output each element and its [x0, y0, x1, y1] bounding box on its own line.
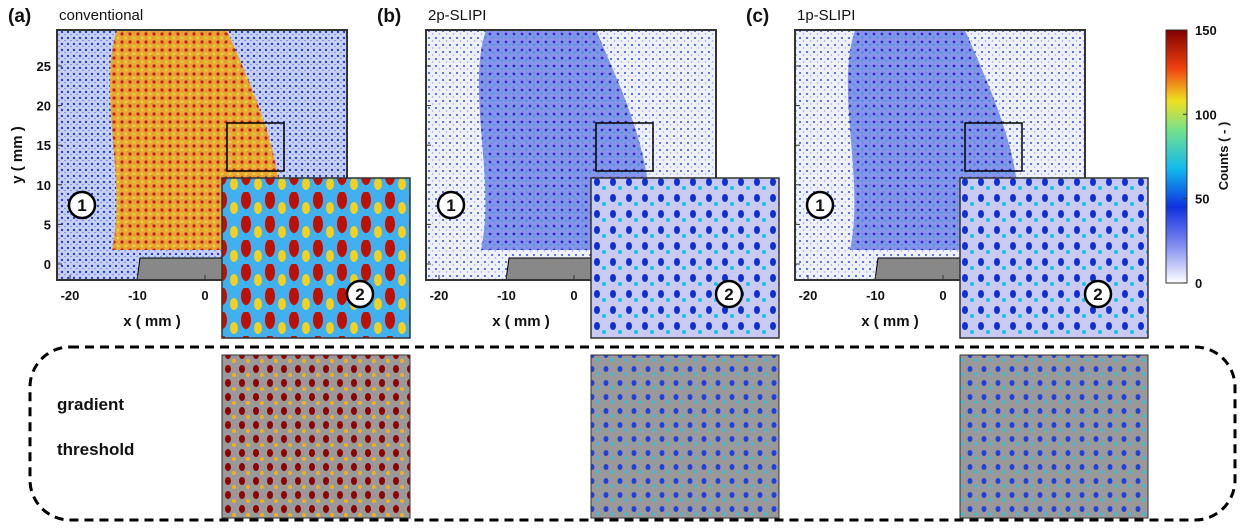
colorbar-tick-label: 0	[1195, 276, 1202, 291]
x-tick-label: -20	[799, 288, 818, 303]
nozzle	[505, 257, 592, 281]
y-tick-label: 25	[37, 59, 51, 74]
threshold-image	[221, 354, 411, 519]
region-marker	[345, 279, 375, 309]
x-axis-label: x ( mm )	[492, 313, 550, 330]
threshold-image	[590, 354, 780, 519]
row-label: threshold	[57, 440, 134, 459]
panel-title: conventional	[59, 7, 143, 24]
region-marker-label: 2	[355, 285, 364, 304]
region-marker-label: 2	[724, 285, 733, 304]
y-tick-label: 20	[37, 99, 51, 114]
x-tick-label: -10	[128, 288, 147, 303]
x-tick-label: -20	[430, 288, 449, 303]
region-marker	[436, 190, 466, 220]
panel-label: (b)	[377, 6, 401, 27]
y-tick-label: 10	[37, 178, 51, 193]
x-tick-label: -10	[866, 288, 885, 303]
y-tick-label: 15	[37, 138, 51, 153]
region-marker-label: 1	[815, 196, 824, 215]
inset	[959, 177, 1149, 339]
x-tick-label: 0	[570, 288, 577, 303]
x-tick-label: -10	[497, 288, 516, 303]
panel-title: 1p-SLIPI	[797, 7, 855, 24]
x-axis-label: x ( mm )	[861, 313, 919, 330]
colorbar	[1165, 29, 1188, 284]
inset	[221, 177, 411, 339]
frame	[794, 29, 1086, 281]
threshold-frame	[28, 345, 1237, 522]
y-axis-label: y ( mm )	[9, 126, 26, 184]
colorbar-label: Counts ( - )	[1216, 122, 1231, 191]
x-axis-label: x ( mm )	[123, 313, 181, 330]
x-tick-label: 0	[201, 288, 208, 303]
x-tick-label: 0	[939, 288, 946, 303]
nozzle	[136, 257, 223, 281]
region-marker	[67, 190, 97, 220]
row-label: gradient	[57, 395, 124, 414]
y-tick-label: 0	[44, 257, 51, 272]
region-marker	[805, 190, 835, 220]
colorbar-tick-label: 100	[1195, 107, 1217, 122]
zoom-box	[226, 122, 285, 172]
nozzle	[874, 257, 961, 281]
frame	[425, 29, 717, 281]
region-marker	[714, 279, 744, 309]
zoom-box	[964, 122, 1023, 172]
panel-label: (a)	[8, 6, 31, 27]
y-tick-label: 5	[44, 217, 51, 232]
colorbar-tick-label: 50	[1195, 192, 1209, 207]
region-marker-label: 1	[446, 196, 455, 215]
panel-title: 2p-SLIPI	[428, 7, 486, 24]
frame	[56, 29, 348, 281]
region-marker-label: 1	[77, 196, 86, 215]
panel-label: (c)	[746, 6, 769, 27]
colorbar-tick-label: 150	[1195, 23, 1217, 38]
inset	[590, 177, 780, 339]
x-tick-label: -20	[61, 288, 80, 303]
region-marker	[1083, 279, 1113, 309]
threshold-image	[959, 354, 1149, 519]
region-marker-label: 2	[1093, 285, 1102, 304]
zoom-box	[595, 122, 654, 172]
